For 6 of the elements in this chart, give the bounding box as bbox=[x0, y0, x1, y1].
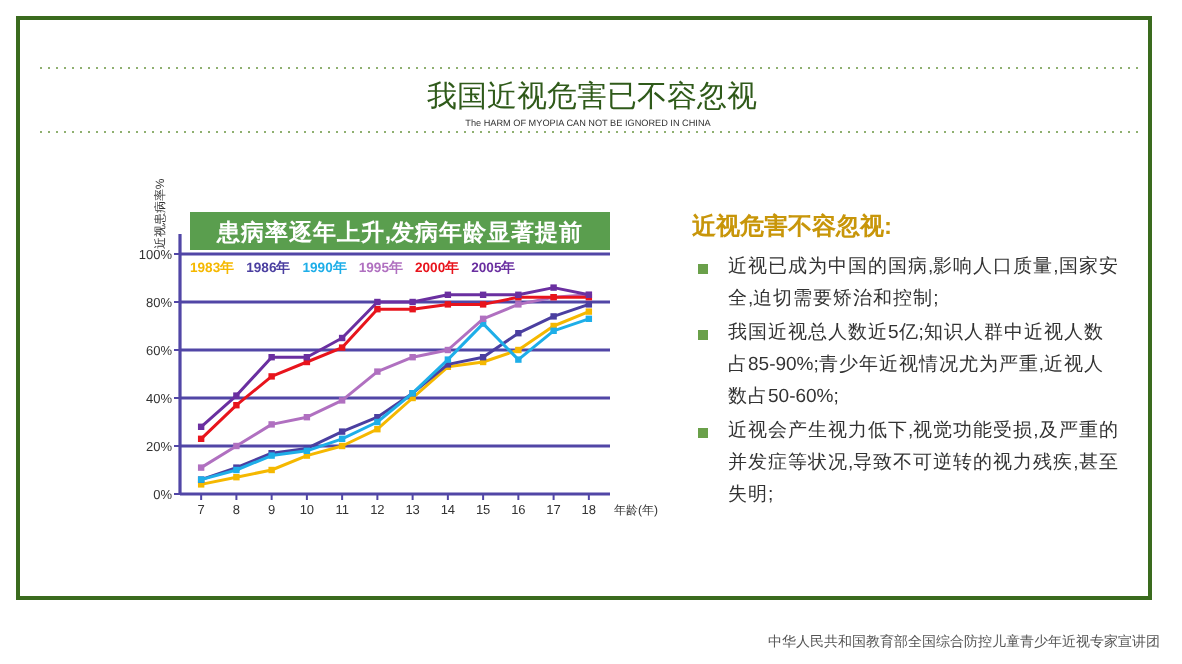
text: 近视危害不容忽视: bbox=[692, 210, 894, 244]
text: 我国近视总人数近5亿;知识人群中近视人数占85-90%;青少年近视情况尤为严重,近视人数占50-60%; bbox=[728, 322, 1105, 408]
text: 近视已成为中国的国病,影响人口质量,国家安全,迫切需要矫治和控制; bbox=[728, 256, 1119, 310]
text: 我国近视危害已不容忽视 bbox=[427, 80, 757, 114]
chart-title: 患病率逐年上升,发病年龄显著提前 bbox=[214, 218, 584, 246]
text: 近视会产生视力低下,视觉功能受损,及严重的并发症等状况,导致不可逆转的视力残疾,甚至失明; bbox=[728, 420, 1119, 506]
